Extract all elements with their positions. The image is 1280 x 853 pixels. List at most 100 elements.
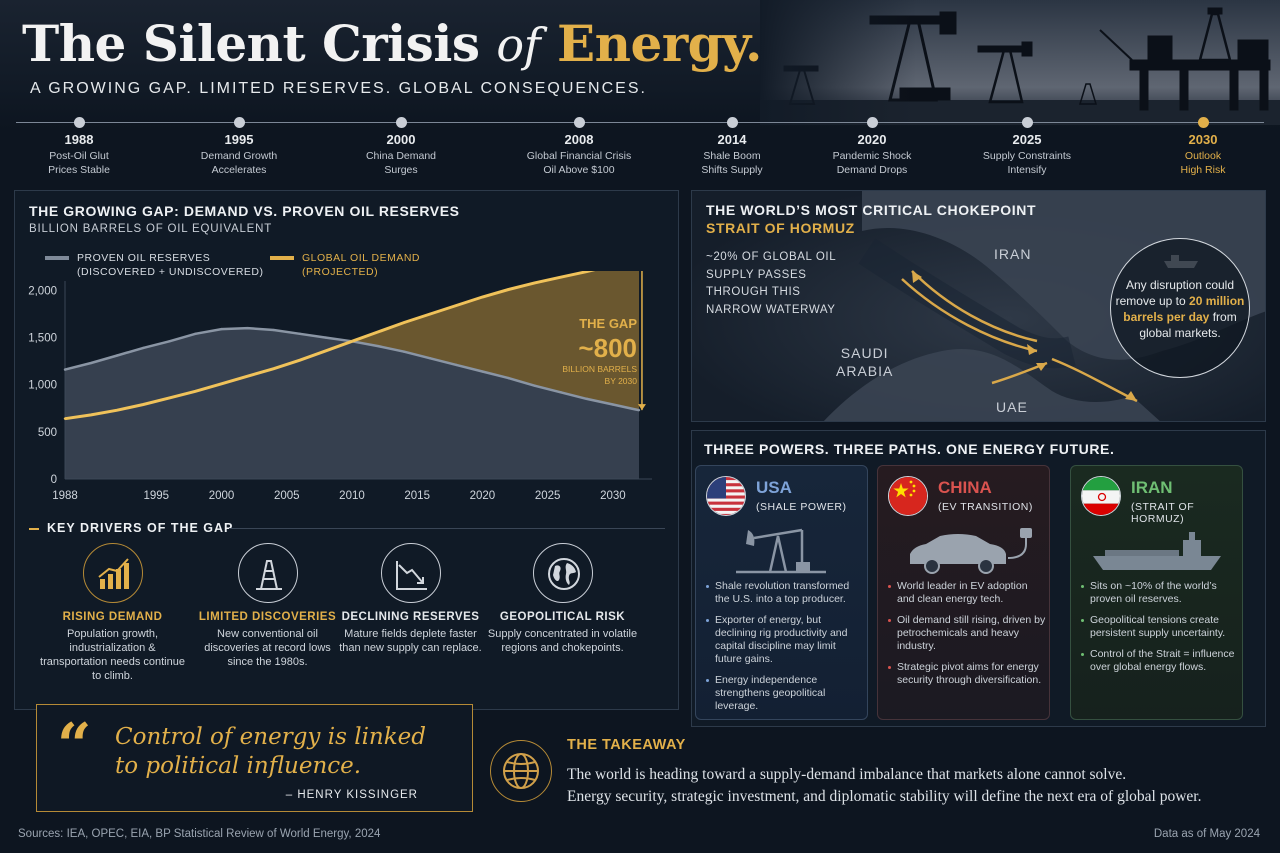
driver-desc: New conventional oil discoveries at reco… bbox=[204, 628, 331, 668]
powers-title: THREE POWERS. THREE PATHS. ONE ENERGY FU… bbox=[704, 441, 1115, 457]
data-point-reserves bbox=[585, 397, 588, 401]
data-point-reserves bbox=[533, 384, 536, 387]
driver-declining-reserves: DECLINING RESERVES Mature fields deplete… bbox=[333, 543, 488, 655]
legend-reserves-label: PROVEN OIL RESERVES bbox=[77, 252, 211, 264]
growing-gap-panel: THE GROWING GAP: DEMAND VS. PROVEN OIL R… bbox=[14, 190, 679, 710]
legend-demand-note: (PROJECTED) bbox=[302, 266, 379, 278]
data-point-demand bbox=[246, 375, 249, 378]
timeline-dot bbox=[1021, 117, 1033, 128]
gap-label: THE GAP bbox=[579, 316, 637, 331]
quote-box: “ Control of energy is linked to politic… bbox=[36, 704, 473, 812]
quote-text: Control of energy is linked to political… bbox=[115, 724, 427, 779]
x-tick-label: 2000 bbox=[209, 490, 235, 502]
data-point-reserves bbox=[376, 344, 380, 348]
timeline-desc: China Demand Surges bbox=[365, 150, 437, 176]
data-point-reserves bbox=[220, 327, 223, 331]
driver-name: DECLINING RESERVES bbox=[341, 611, 480, 623]
takeaway-line-1: The world is heading toward a supply-dem… bbox=[567, 766, 1127, 783]
timeline-item-2025: 2025 Supply Constraints Intensify bbox=[952, 116, 1102, 177]
driver-name: RISING DEMAND bbox=[62, 611, 163, 623]
legend-demand: GLOBAL OIL DEMAND (PROJECTED) bbox=[270, 251, 420, 279]
gap-chart: 0 500 1,000 1,500 2,000 1988 1995 2000 2005 2010… bbox=[28, 271, 652, 502]
timeline-desc: Pandemic Shock Demand Drops bbox=[832, 150, 912, 176]
data-point-reserves bbox=[63, 368, 67, 371]
disruption-callout: Any disruption could remove up to 20 mil… bbox=[1110, 238, 1250, 378]
tanker-route-inbound bbox=[901, 278, 1038, 353]
data-date-footer: Data as of May 2024 bbox=[1153, 828, 1260, 840]
card-path: (STRAIT OF HORMUZ) bbox=[1131, 501, 1195, 525]
takeaway-section: THE TAKEAWAY The world is heading toward… bbox=[488, 736, 1268, 812]
y-tick-label: 2,000 bbox=[28, 285, 57, 297]
timeline-desc: Demand Growth Accelerates bbox=[200, 150, 278, 176]
data-point-demand bbox=[194, 390, 197, 393]
timeline-desc: Supply Constraints Intensify bbox=[982, 150, 1072, 176]
map-label-saudi-arabia: SAUDI ARABIA bbox=[836, 345, 894, 379]
bar-growth-icon bbox=[82, 543, 143, 603]
driver-name: GEOPOLITICAL RISK bbox=[499, 611, 626, 623]
bullet: Shale revolution transformed the U.S. in… bbox=[706, 580, 864, 606]
x-tick-label: 2020 bbox=[470, 490, 496, 502]
title-of: of bbox=[496, 18, 541, 72]
oil-tanker-icon bbox=[1093, 532, 1221, 570]
data-point-reserves bbox=[611, 403, 615, 406]
oil-derrick-icon bbox=[237, 543, 298, 603]
data-point-demand bbox=[481, 295, 484, 299]
timeline-dot bbox=[233, 117, 245, 128]
data-point-reserves bbox=[142, 346, 145, 350]
data-point-reserves bbox=[298, 332, 301, 335]
globe-network-icon bbox=[490, 740, 552, 802]
data-point-demand bbox=[455, 304, 458, 307]
bullet: Sits on ~10% of the world’s proven oil r… bbox=[1081, 580, 1239, 606]
data-point-reserves bbox=[115, 354, 119, 357]
driver-name: LIMITED DISCOVERIES bbox=[198, 611, 337, 623]
data-point-demand bbox=[429, 312, 432, 316]
card-iran: IRAN (STRAIT OF HORMUZ) Sits on ~10% of … bbox=[1070, 465, 1243, 720]
timeline-desc: Post-Oil Glut Prices Stable bbox=[48, 150, 110, 176]
x-tick-label: 2005 bbox=[274, 490, 300, 502]
card-name: USA bbox=[756, 478, 792, 497]
quote-author: – HENRY KISSINGER bbox=[285, 789, 418, 801]
driver-limited-discoveries: LIMITED DISCOVERIES New conventional oil… bbox=[190, 543, 345, 669]
data-point-demand bbox=[376, 330, 380, 334]
iran-flag-icon bbox=[1081, 476, 1121, 516]
timeline-year: 2008 bbox=[564, 132, 594, 147]
hormuz-title: THE WORLD’S MOST CRITICAL CHOKEPOINT bbox=[706, 202, 1037, 218]
timeline-dot bbox=[726, 117, 738, 128]
data-point-demand bbox=[220, 382, 223, 385]
x-tick-label: 2010 bbox=[339, 490, 365, 502]
gap-note-1: BILLION BARRELS bbox=[562, 364, 637, 374]
timeline-line bbox=[16, 122, 1264, 123]
data-point-demand bbox=[168, 396, 171, 400]
data-point-reserves bbox=[637, 408, 641, 412]
timeline-item-2014: 2014 Shale Boom Shifts Supply bbox=[657, 116, 807, 177]
data-point-demand bbox=[89, 413, 93, 417]
legend-demand-label: GLOBAL OIL DEMAND bbox=[302, 252, 421, 264]
timeline-desc: Global Financial Crisis Oil Above $100 bbox=[526, 150, 632, 176]
hormuz-description: ~20% OF GLOBAL OIL SUPPLY PASSES THROUGH… bbox=[706, 251, 836, 316]
callout-highlight: 20 million barrels per day bbox=[1123, 294, 1245, 324]
y-tick-label: 1,000 bbox=[28, 380, 57, 392]
bullet: Energy independence strengthens geopolit… bbox=[706, 674, 864, 713]
three-powers-panel: THREE POWERS. THREE PATHS. ONE ENERGY FU… bbox=[691, 430, 1266, 727]
timeline-desc: Outlook High Risk bbox=[1180, 150, 1226, 176]
legend-reserves-note: (DISCOVERED + UNDISCOVERED) bbox=[77, 266, 264, 278]
data-point-reserves bbox=[481, 370, 484, 373]
timeline-item-2030: 2030 Outlook High Risk bbox=[1128, 116, 1278, 177]
timeline-year: 2000 bbox=[386, 132, 416, 147]
timeline-year: 2025 bbox=[1012, 132, 1042, 147]
driver-desc: Supply concentrated in volatile regions … bbox=[487, 628, 638, 654]
takeaway-title: THE TAKEAWAY bbox=[567, 737, 686, 753]
data-point-demand bbox=[533, 281, 536, 285]
tanker-route-outbound bbox=[911, 270, 1038, 343]
gap-value: ~800 bbox=[578, 333, 637, 363]
timeline-year: 1995 bbox=[224, 132, 254, 147]
timeline-dot bbox=[73, 117, 85, 128]
electric-car-icon bbox=[910, 528, 1032, 574]
title-energy: Energy. bbox=[557, 14, 762, 73]
timeline-dot bbox=[866, 117, 878, 128]
usa-flag-icon bbox=[706, 476, 746, 516]
pumpjack-icon bbox=[736, 528, 826, 574]
y-tick-label: 0 bbox=[51, 474, 57, 486]
card-name: CHINA bbox=[938, 478, 992, 497]
bullet: Oil demand still rising, driven by petro… bbox=[888, 614, 1046, 653]
